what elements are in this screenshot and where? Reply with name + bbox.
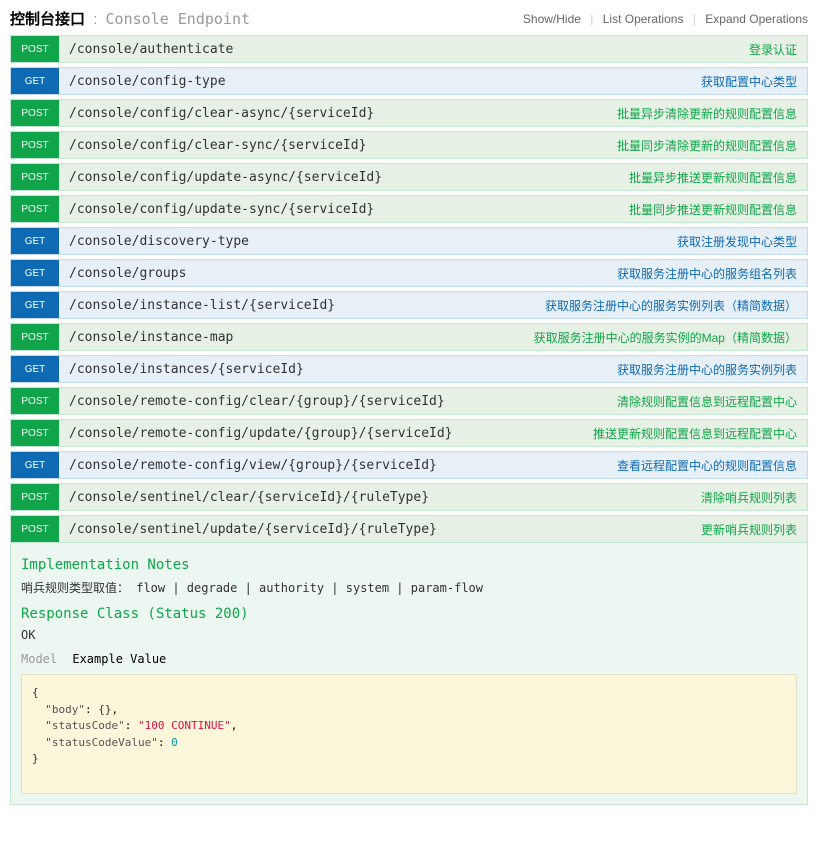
endpoint-row[interactable]: POST/console/authenticate登录认证 [10, 35, 808, 63]
endpoint-desc[interactable]: 获取服务注册中心的服务实例列表（精简数据） [545, 297, 807, 314]
endpoint-row[interactable]: GET/console/remote-config/view/{group}/{… [10, 451, 808, 479]
endpoint-path[interactable]: /console/config/clear-async/{serviceId} [59, 106, 617, 121]
method-badge: POST [11, 420, 59, 446]
method-badge: GET [11, 228, 59, 254]
method-badge: GET [11, 292, 59, 318]
impl-notes-heading: Implementation Notes [21, 557, 797, 573]
title-cn: 控制台接口 [10, 11, 85, 28]
endpoint-path[interactable]: /console/config-type [59, 74, 701, 89]
endpoint-row[interactable]: GET/console/groups获取服务注册中心的服务组名列表 [10, 259, 808, 287]
method-badge: POST [11, 516, 59, 542]
endpoint-row[interactable]: POST/console/remote-config/update/{group… [10, 419, 808, 447]
endpoint-desc[interactable]: 获取服务注册中心的服务实例列表 [617, 361, 807, 378]
api-title: 控制台接口 : Console Endpoint [10, 8, 250, 29]
response-heading: Response Class (Status 200) [21, 606, 797, 622]
endpoint-path[interactable]: /console/remote-config/update/{group}/{s… [59, 426, 593, 441]
model-tab[interactable]: Model [21, 652, 57, 666]
endpoint-path[interactable]: /console/remote-config/clear/{group}/{se… [59, 394, 617, 409]
endpoint-desc[interactable]: 清除哨兵规则列表 [701, 489, 807, 506]
method-badge: POST [11, 196, 59, 222]
method-badge: POST [11, 484, 59, 510]
endpoint-row[interactable]: POST/console/config/update-sync/{service… [10, 195, 808, 223]
action-divider: | [693, 12, 696, 26]
endpoint-path[interactable]: /console/discovery-type [59, 234, 677, 249]
list-ops-link[interactable]: List Operations [603, 12, 684, 26]
method-badge: POST [11, 324, 59, 350]
endpoint-detail: Implementation Notes 哨兵规则类型取值： flow | de… [10, 543, 808, 805]
endpoint-path[interactable]: /console/sentinel/update/{serviceId}/{ru… [59, 522, 701, 537]
endpoint-desc[interactable]: 查看远程配置中心的规则配置信息 [617, 457, 807, 474]
action-divider: | [590, 12, 593, 26]
header-actions: Show/Hide | List Operations | Expand Ope… [523, 12, 808, 26]
method-badge: POST [11, 36, 59, 62]
method-badge: POST [11, 100, 59, 126]
method-badge: GET [11, 260, 59, 286]
endpoint-path[interactable]: /console/sentinel/clear/{serviceId}/{rul… [59, 490, 701, 505]
endpoint-row[interactable]: POST/console/config/clear-async/{service… [10, 99, 808, 127]
title-separator: : [93, 11, 97, 28]
model-example-toggle: Model Example Value [21, 652, 797, 666]
endpoint-row[interactable]: GET/console/config-type获取配置中心类型 [10, 67, 808, 95]
endpoint-row[interactable]: POST/console/remote-config/clear/{group}… [10, 387, 808, 415]
endpoint-desc[interactable]: 获取配置中心类型 [701, 73, 807, 90]
endpoints-list: POST/console/authenticate登录认证 GET/console… [10, 35, 808, 543]
endpoint-path[interactable]: /console/groups [59, 266, 617, 281]
endpoint-row[interactable]: GET/console/discovery-type获取注册发现中心类型 [10, 227, 808, 255]
endpoint-desc[interactable]: 清除规则配置信息到远程配置中心 [617, 393, 807, 410]
title-subtitle: Console Endpoint [106, 10, 251, 28]
endpoint-desc[interactable]: 批量同步清除更新的规则配置信息 [617, 137, 807, 154]
endpoint-desc[interactable]: 批量异步推送更新规则配置信息 [629, 169, 807, 186]
endpoint-desc[interactable]: 登录认证 [749, 41, 807, 58]
endpoint-row[interactable]: GET/console/instances/{serviceId}获取服务注册中… [10, 355, 808, 383]
method-badge: GET [11, 68, 59, 94]
endpoint-desc[interactable]: 批量异步清除更新的规则配置信息 [617, 105, 807, 122]
endpoint-path[interactable]: /console/config/clear-sync/{serviceId} [59, 138, 617, 153]
impl-notes-text: 哨兵规则类型取值： flow | degrade | authority | s… [21, 579, 797, 596]
endpoint-path[interactable]: /console/instance-map [59, 330, 534, 345]
endpoint-path[interactable]: /console/config/update-sync/{serviceId} [59, 202, 629, 217]
endpoint-path[interactable]: /console/config/update-async/{serviceId} [59, 170, 629, 185]
endpoint-desc[interactable]: 获取服务注册中心的服务实例的Map（精简数据） [534, 329, 807, 346]
method-badge: POST [11, 132, 59, 158]
method-badge: POST [11, 164, 59, 190]
endpoint-row[interactable]: POST/console/config/clear-sync/{serviceI… [10, 131, 808, 159]
response-ok: OK [21, 628, 797, 642]
api-header: 控制台接口 : Console Endpoint Show/Hide | Lis… [10, 8, 808, 29]
endpoint-row[interactable]: POST/console/instance-map获取服务注册中心的服务实例的M… [10, 323, 808, 351]
endpoint-desc[interactable]: 获取注册发现中心类型 [677, 233, 807, 250]
example-code-block[interactable]: { "body": {}, "statusCode": "100 CONTINU… [21, 674, 797, 794]
example-value-tab[interactable]: Example Value [72, 652, 166, 666]
endpoint-path[interactable]: /console/instance-list/{serviceId} [59, 298, 545, 313]
endpoint-row[interactable]: POST/console/sentinel/update/{serviceId}… [10, 515, 808, 543]
method-badge: GET [11, 356, 59, 382]
method-badge: GET [11, 452, 59, 478]
expand-ops-link[interactable]: Expand Operations [705, 12, 808, 26]
method-badge: POST [11, 388, 59, 414]
show-hide-link[interactable]: Show/Hide [523, 12, 581, 26]
endpoint-path[interactable]: /console/remote-config/view/{group}/{ser… [59, 458, 617, 473]
endpoint-path[interactable]: /console/instances/{serviceId} [59, 362, 617, 377]
endpoint-row[interactable]: POST/console/config/update-async/{servic… [10, 163, 808, 191]
endpoint-path[interactable]: /console/authenticate [59, 42, 749, 57]
endpoint-desc[interactable]: 更新哨兵规则列表 [701, 521, 807, 538]
endpoint-desc[interactable]: 批量同步推送更新规则配置信息 [629, 201, 807, 218]
endpoint-desc[interactable]: 推送更新规则配置信息到远程配置中心 [593, 425, 807, 442]
endpoint-row[interactable]: POST/console/sentinel/clear/{serviceId}/… [10, 483, 808, 511]
endpoint-row[interactable]: GET/console/instance-list/{serviceId}获取服… [10, 291, 808, 319]
endpoint-desc[interactable]: 获取服务注册中心的服务组名列表 [617, 265, 807, 282]
